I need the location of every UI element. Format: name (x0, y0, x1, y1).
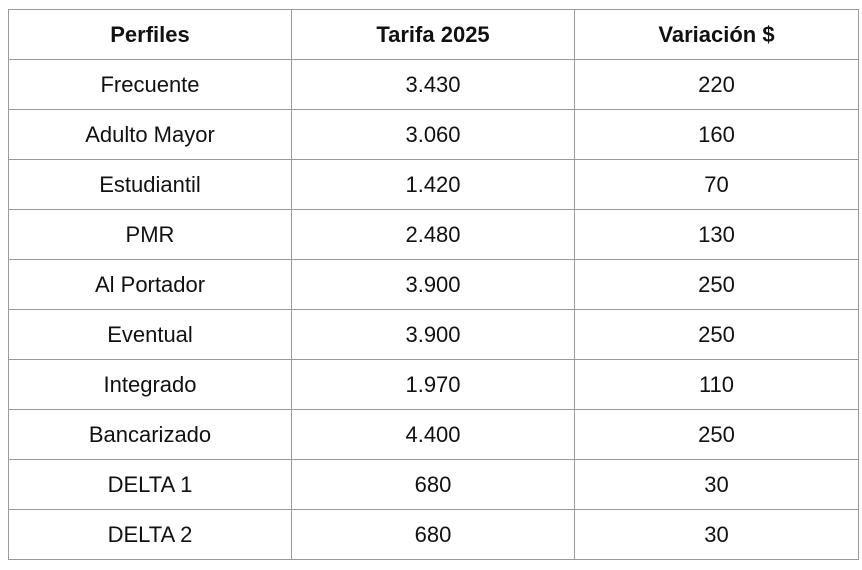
cell-tariff: 3.430 (291, 59, 575, 110)
cell-variation: 250 (574, 409, 859, 460)
header-tarifa-2025: Tarifa 2025 (291, 9, 575, 60)
table-row: Adulto Mayor 3.060 160 (8, 109, 859, 160)
cell-profile: Al Portador (8, 259, 292, 310)
cell-profile: Eventual (8, 309, 292, 360)
cell-variation: 160 (574, 109, 859, 160)
cell-profile: PMR (8, 209, 292, 260)
table-row: DELTA 1 680 30 (8, 459, 859, 510)
table-header-row: Perfiles Tarifa 2025 Variación $ (8, 9, 859, 60)
cell-profile: Integrado (8, 359, 292, 410)
cell-variation: 130 (574, 209, 859, 260)
table-row: DELTA 2 680 30 (8, 509, 859, 560)
cell-variation: 70 (574, 159, 859, 210)
cell-profile: Frecuente (8, 59, 292, 110)
cell-profile: Bancarizado (8, 409, 292, 460)
cell-tariff: 3.900 (291, 309, 575, 360)
header-variacion: Variación $ (574, 9, 859, 60)
table-row: Integrado 1.970 110 (8, 359, 859, 410)
table-row: Estudiantil 1.420 70 (8, 159, 859, 210)
table-row: PMR 2.480 130 (8, 209, 859, 260)
cell-variation: 250 (574, 309, 859, 360)
cell-variation: 250 (574, 259, 859, 310)
cell-variation: 110 (574, 359, 859, 410)
cell-variation: 220 (574, 59, 859, 110)
cell-tariff: 680 (291, 509, 575, 560)
cell-tariff: 4.400 (291, 409, 575, 460)
table-row: Eventual 3.900 250 (8, 309, 859, 360)
table-row: Bancarizado 4.400 250 (8, 409, 859, 460)
cell-profile: DELTA 2 (8, 509, 292, 560)
cell-tariff: 3.060 (291, 109, 575, 160)
table-row: Al Portador 3.900 250 (8, 259, 859, 310)
cell-tariff: 1.970 (291, 359, 575, 410)
cell-variation: 30 (574, 509, 859, 560)
cell-tariff: 1.420 (291, 159, 575, 210)
table-row: Frecuente 3.430 220 (8, 59, 859, 110)
cell-profile: Adulto Mayor (8, 109, 292, 160)
tariff-table-container: Perfiles Tarifa 2025 Variación $ Frecuen… (8, 9, 859, 560)
cell-profile: Estudiantil (8, 159, 292, 210)
header-perfiles: Perfiles (8, 9, 292, 60)
cell-tariff: 680 (291, 459, 575, 510)
cell-tariff: 3.900 (291, 259, 575, 310)
cell-tariff: 2.480 (291, 209, 575, 260)
cell-profile: DELTA 1 (8, 459, 292, 510)
cell-variation: 30 (574, 459, 859, 510)
tariff-table: Perfiles Tarifa 2025 Variación $ Frecuen… (8, 9, 859, 560)
